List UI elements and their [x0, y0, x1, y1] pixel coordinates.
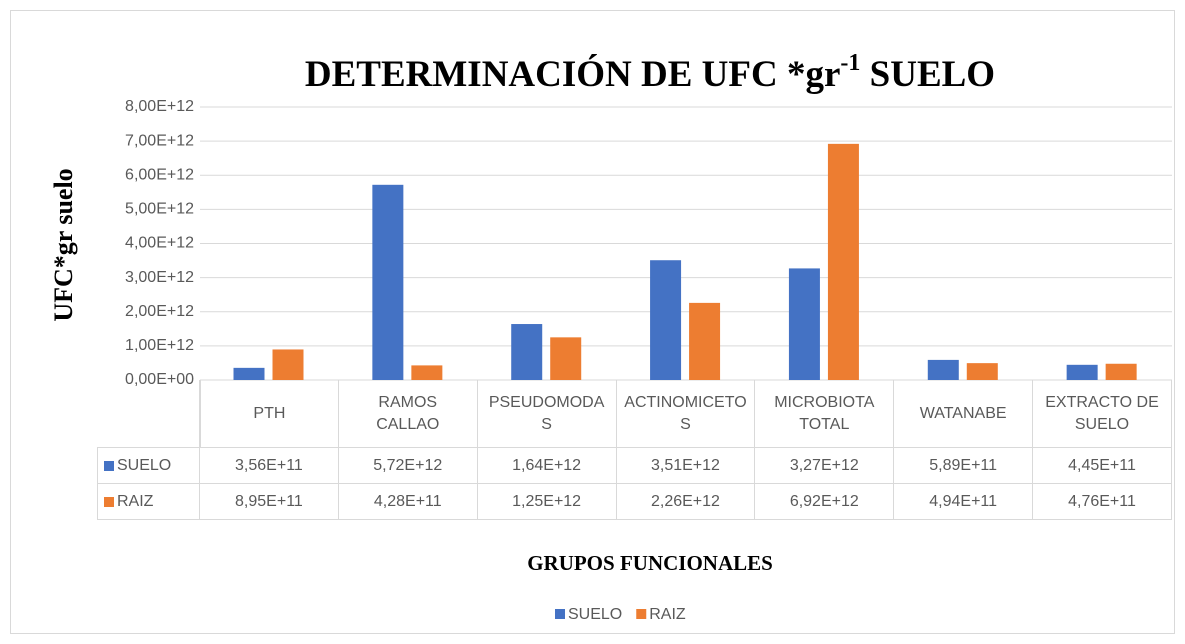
bar — [272, 349, 304, 380]
y-tick-label: 4,00E+12 — [125, 235, 194, 252]
category-label: PSEUDOMODAS — [477, 380, 617, 448]
legend-swatch — [555, 609, 565, 619]
value-label: 1,25E+12 — [477, 484, 617, 520]
bar — [372, 184, 404, 380]
value-label: 4,45E+11 — [1033, 448, 1172, 484]
category-label: EXTRACTO DE SUELO — [1033, 380, 1172, 448]
legend-key — [104, 496, 114, 507]
chart-title: DETERMINACIÓN DE UFC *gr-1 SUELO — [305, 50, 995, 96]
bar — [1105, 363, 1137, 380]
legend-key — [104, 460, 114, 471]
y-tick-label: 1,00E+12 — [125, 337, 194, 354]
title-superscript: -1 — [840, 50, 860, 76]
value-label: 3,27E+12 — [755, 448, 895, 484]
bar — [550, 337, 582, 380]
value-label: 2,26E+12 — [616, 484, 756, 520]
y-tick-label: 8,00E+12 — [125, 98, 194, 115]
title-main: DETERMINACIÓN DE UFC *gr — [305, 53, 840, 95]
chart-border — [10, 10, 1175, 634]
bar — [650, 260, 682, 380]
y-tick-label: 7,00E+12 — [125, 132, 194, 149]
category-label: MICROBIOTA TOTAL — [755, 380, 895, 448]
bar — [827, 143, 859, 380]
value-label: 5,89E+11 — [894, 448, 1034, 484]
value-label: 8,95E+11 — [200, 484, 339, 520]
x-axis-title: GRUPOS FUNCIONALES — [527, 551, 773, 575]
value-label: 4,94E+11 — [894, 484, 1034, 520]
y-tick-label: 0,00E+00 — [125, 371, 194, 388]
value-label: 3,56E+11 — [200, 448, 339, 484]
category-label: WATANABE — [894, 380, 1034, 448]
bar — [411, 365, 443, 380]
bar — [233, 367, 265, 380]
title-suffix: SUELO — [860, 54, 995, 95]
value-label: 6,92E+12 — [755, 484, 895, 520]
bar — [689, 302, 721, 380]
category-label: PTH — [200, 380, 339, 448]
y-axis-title: UFC*gr suelo — [49, 168, 78, 321]
value-label: 4,76E+11 — [1033, 484, 1172, 520]
category-label: RAMOS CALLAO — [338, 380, 478, 448]
bar — [966, 363, 998, 380]
y-tick-label: 5,00E+12 — [125, 201, 194, 218]
value-label: 5,72E+12 — [338, 448, 478, 484]
table-corner — [97, 380, 200, 448]
category-label: ACTINOMICETOS — [616, 380, 756, 448]
legend-label: SUELO — [568, 606, 622, 623]
data-table: PTH RAMOS CALLAO PSEUDOMODAS ACTINOMICETOS M… — [97, 380, 1172, 520]
bar — [1066, 364, 1098, 380]
y-tick-label: 2,00E+12 — [125, 303, 194, 320]
value-label: 1,64E+12 — [477, 448, 617, 484]
value-label: 4,28E+11 — [338, 484, 478, 520]
row-label: SUELO — [117, 456, 172, 474]
bar — [511, 324, 543, 380]
legend-swatch — [636, 609, 647, 619]
bar — [788, 268, 820, 380]
table-header-row: PTH RAMOS CALLAO PSEUDOMODAS ACTINOMICETOS M… — [97, 380, 1172, 448]
value-label: 3,51E+12 — [616, 448, 756, 484]
row-header: RAIZ — [97, 484, 200, 520]
row-label: RAIZ — [117, 492, 154, 510]
legend-label: RAIZ — [649, 606, 686, 623]
y-tick-label: 6,00E+12 — [125, 166, 194, 183]
y-tick-label: 3,00E+12 — [125, 269, 194, 286]
table-row: SUELO 3,56E+11 5,72E+12 1,64E+12 3,51E+12 3,2… — [97, 448, 1172, 484]
bar — [927, 359, 959, 380]
table-row: RAIZ 8,95E+11 4,28E+11 1,25E+12 2,26E+12 6,92… — [97, 484, 1172, 520]
row-header: SUELO — [97, 448, 200, 484]
